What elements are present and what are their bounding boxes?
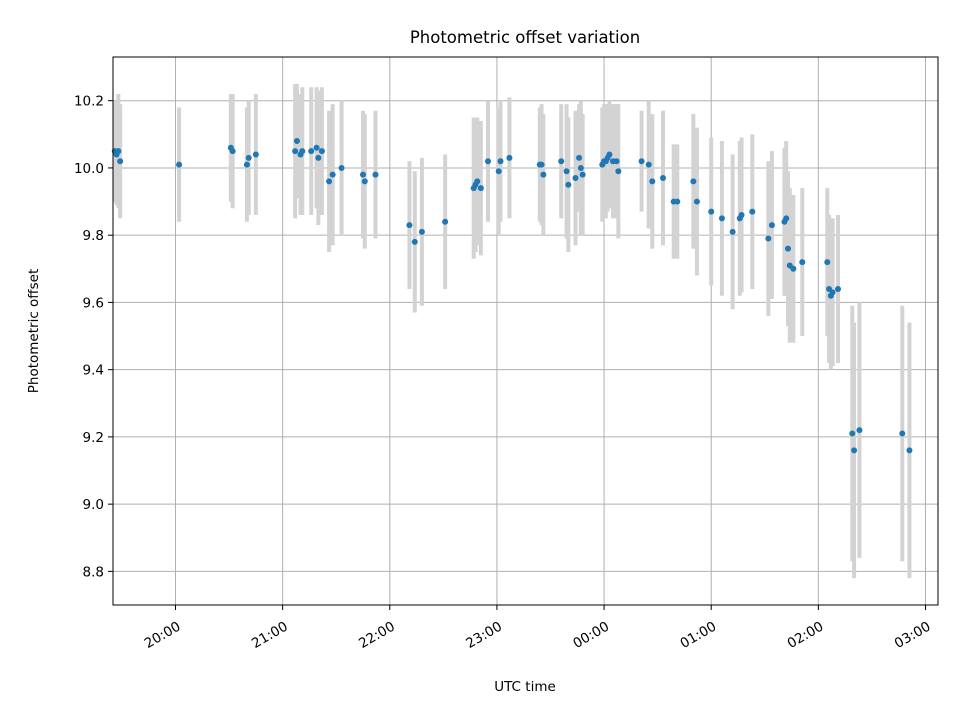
data-point: [252, 151, 259, 158]
data-point: [243, 161, 250, 168]
grid: [113, 57, 938, 605]
data-point: [824, 259, 831, 266]
y-tick-label: 8.8: [83, 564, 104, 580]
data-point: [768, 222, 775, 229]
y-tick-label: 10.2: [74, 94, 104, 110]
data-point: [418, 228, 425, 235]
data-point: [229, 148, 236, 155]
data-point: [411, 238, 418, 245]
data-point: [649, 178, 656, 185]
x-axis-label: UTC time: [494, 679, 556, 695]
data-point: [738, 212, 745, 219]
data-point: [318, 148, 325, 155]
data-point: [690, 178, 697, 185]
data-point: [579, 171, 586, 178]
data-point: [674, 198, 681, 205]
y-axis: 8.8 9.0 9.2 9.4 9.6 9.8 10.0 10.2: [74, 94, 113, 580]
data-point: [506, 154, 513, 161]
data-point: [563, 168, 570, 175]
data-point: [540, 171, 547, 178]
data-point: [790, 265, 797, 272]
data-point: [474, 178, 481, 185]
data-point: [245, 154, 252, 161]
data-point: [477, 185, 484, 192]
data-point: [176, 161, 183, 168]
data-point: [293, 138, 300, 145]
data-point: [565, 181, 572, 188]
plot-area-frame: [112, 56, 939, 606]
data-point: [645, 161, 652, 168]
x-tick-label: 02:00: [785, 619, 827, 652]
data-point: [660, 175, 666, 182]
data-point: [308, 148, 315, 155]
data-point: [558, 158, 565, 165]
data-point: [615, 168, 622, 175]
data-point: [829, 289, 836, 296]
y-tick-label: 9.4: [83, 363, 104, 379]
data-point: [785, 245, 791, 252]
data-point: [406, 222, 413, 229]
data-point: [729, 228, 736, 235]
data-point: [576, 154, 583, 161]
data-points: [111, 138, 913, 454]
data-point: [606, 151, 613, 158]
x-tick-label: 20:00: [142, 619, 184, 652]
data-point: [783, 215, 790, 222]
data-point: [906, 447, 913, 454]
data-point: [495, 168, 502, 175]
x-tick-label: 23:00: [463, 619, 505, 652]
data-point: [765, 235, 772, 242]
y-tick-label: 9.0: [83, 497, 104, 513]
data-point: [851, 447, 858, 454]
data-point: [572, 175, 579, 182]
data-point: [326, 178, 333, 185]
data-point: [361, 178, 368, 185]
data-point: [115, 148, 122, 155]
data-point: [693, 198, 700, 205]
x-tick-label: 01:00: [678, 619, 720, 652]
x-axis: 20:00 21:00 22:00 23:00 00:00 01:00 02:00 03:00: [142, 605, 934, 652]
y-tick-label: 9.6: [83, 295, 104, 311]
chart-title: Photometric offset variation: [410, 28, 640, 47]
x-tick-label: 22:00: [356, 619, 398, 652]
data-point: [538, 161, 545, 168]
x-tick-label: 03:00: [892, 619, 934, 652]
data-point: [856, 427, 863, 434]
data-point: [613, 158, 620, 165]
data-point: [497, 158, 504, 165]
data-point: [638, 158, 645, 165]
data-point: [338, 164, 345, 171]
data-point: [315, 154, 322, 161]
y-axis-label: Photometric offset: [26, 269, 42, 393]
data-point: [372, 171, 379, 178]
data-point: [292, 148, 299, 155]
data-point: [329, 171, 336, 178]
y-tick-label: 10.0: [74, 161, 104, 177]
y-tick-label: 9.2: [83, 430, 104, 446]
data-point: [485, 158, 491, 165]
data-point: [117, 158, 124, 165]
y-tick-label: 9.8: [83, 228, 104, 244]
data-point: [442, 218, 449, 225]
data-point: [299, 148, 306, 155]
data-point: [708, 208, 715, 215]
data-point: [749, 208, 756, 215]
x-tick-label: 21:00: [249, 619, 291, 652]
data-point: [799, 259, 806, 266]
data-point: [577, 164, 584, 171]
data-point: [835, 285, 841, 292]
data-point: [360, 171, 366, 178]
data-point: [849, 430, 856, 437]
data-point: [899, 430, 906, 437]
x-tick-label: 00:00: [570, 619, 612, 652]
data-point: [718, 215, 725, 222]
data-point: [313, 144, 320, 151]
